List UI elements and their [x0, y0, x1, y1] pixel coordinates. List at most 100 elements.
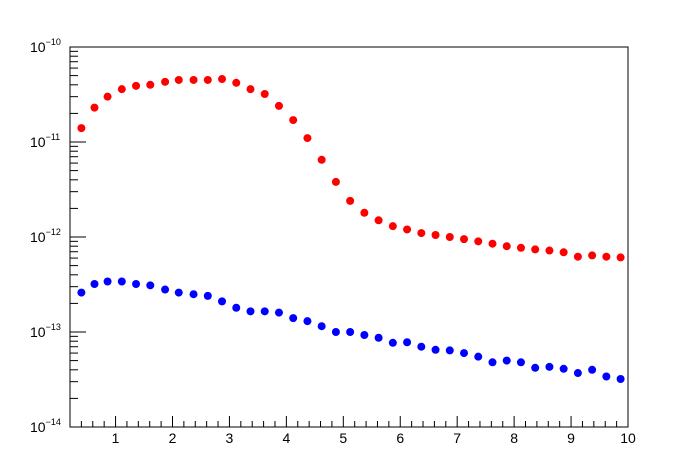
data-point — [77, 124, 86, 133]
data-point — [246, 85, 255, 94]
data-point — [161, 285, 170, 294]
data-point — [174, 288, 183, 297]
data-point — [218, 75, 227, 84]
data-point — [516, 243, 525, 252]
data-point — [132, 81, 141, 90]
data-point — [303, 134, 312, 143]
data-point — [331, 328, 340, 336]
data-point — [417, 342, 426, 351]
data-point — [331, 177, 340, 186]
data-point — [516, 358, 525, 367]
x-tick-label: 4 — [282, 430, 290, 446]
data-point — [374, 216, 383, 225]
data-point — [588, 251, 597, 260]
data-point — [559, 248, 568, 257]
data-point — [445, 346, 454, 355]
data-point — [374, 333, 383, 342]
data-point — [317, 155, 326, 164]
data-point — [531, 363, 540, 372]
data-point — [317, 322, 326, 331]
series-1 — [77, 75, 625, 262]
data-point — [545, 246, 554, 255]
x-tick-label: 3 — [226, 430, 234, 446]
data-point — [460, 235, 469, 244]
y-tick-label: 10−13 — [30, 322, 61, 340]
data-point — [545, 362, 554, 371]
data-point — [417, 229, 426, 238]
x-tick-label: 2 — [169, 430, 177, 446]
series-layer — [77, 75, 625, 384]
x-tick-label: 5 — [339, 430, 347, 446]
data-point — [90, 280, 99, 289]
data-point — [174, 75, 183, 84]
data-point — [502, 356, 511, 365]
data-point — [388, 222, 397, 231]
data-point — [232, 303, 241, 312]
x-tick-label: 9 — [567, 430, 575, 446]
data-point — [117, 277, 126, 286]
x-tick-label: 1 — [112, 430, 120, 446]
data-point — [303, 317, 312, 326]
data-point — [573, 369, 582, 378]
data-point — [189, 75, 198, 84]
data-point — [90, 103, 99, 112]
data-point — [346, 196, 355, 205]
data-point — [588, 365, 597, 374]
data-point — [403, 225, 412, 234]
data-point — [203, 291, 212, 300]
data-point — [360, 330, 369, 339]
data-point — [602, 372, 611, 381]
data-point — [146, 281, 155, 290]
y-tick-label: 10−10 — [30, 37, 61, 55]
x-tick-label: 7 — [453, 430, 461, 446]
x-tick-label: 6 — [396, 430, 404, 446]
data-point — [360, 208, 369, 217]
data-point — [77, 288, 86, 297]
data-point — [117, 85, 126, 94]
data-point — [189, 290, 198, 299]
data-point — [260, 90, 269, 99]
data-point — [460, 349, 469, 358]
data-point — [161, 77, 170, 86]
data-point — [388, 338, 397, 347]
data-point — [274, 101, 283, 110]
data-point — [103, 92, 112, 101]
data-point — [602, 252, 611, 261]
x-tick-label: 10 — [620, 430, 636, 446]
data-point — [616, 253, 625, 262]
data-point — [146, 80, 155, 89]
data-point — [346, 328, 355, 336]
data-point — [274, 308, 283, 317]
y-tick-label: 10−14 — [30, 417, 61, 435]
data-point — [573, 252, 582, 261]
x-tick-label: 8 — [510, 430, 518, 446]
data-point — [246, 307, 255, 316]
data-point — [103, 277, 112, 286]
data-point — [559, 364, 568, 373]
data-point — [289, 314, 298, 323]
data-point — [132, 280, 141, 289]
data-point — [232, 78, 241, 87]
data-point — [502, 242, 511, 251]
plot-frame — [69, 46, 629, 428]
data-point — [431, 230, 440, 239]
x-axis: 1 2 3 4 5 6 7 8 9 10 — [69, 416, 636, 446]
data-point — [488, 358, 497, 367]
data-point — [445, 233, 454, 241]
data-point — [616, 375, 625, 384]
y-tick-label: 10−12 — [30, 227, 61, 245]
data-point — [289, 116, 298, 125]
data-point — [474, 237, 483, 246]
data-point — [488, 239, 497, 248]
y-axis: 10−14 10−13 10−12 10−11 10−10 — [30, 37, 86, 435]
data-point — [218, 297, 227, 306]
series-2 — [77, 277, 625, 384]
y-tick-label: 10−11 — [30, 132, 60, 150]
data-point — [260, 307, 269, 316]
data-point — [403, 338, 412, 347]
data-point — [474, 352, 483, 361]
data-point — [431, 345, 440, 354]
data-point — [203, 75, 212, 84]
data-point — [531, 245, 540, 254]
